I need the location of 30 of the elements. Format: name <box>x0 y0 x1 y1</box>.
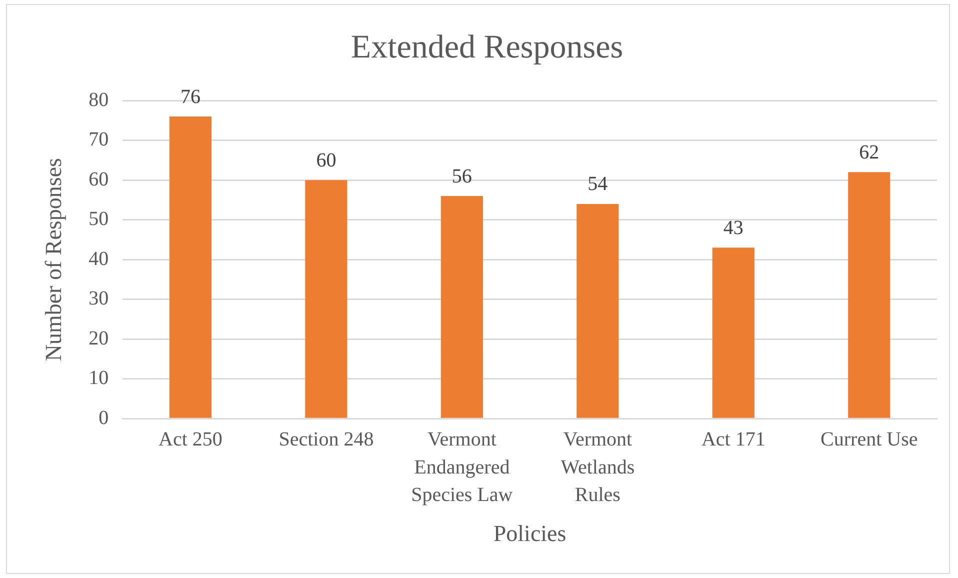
y-tick-label: 40 <box>88 248 109 270</box>
bar <box>440 196 483 418</box>
y-tick-label: 0 <box>98 406 109 429</box>
bar <box>169 116 212 418</box>
y-tick-label: 10 <box>88 367 109 390</box>
y-tick-label: 80 <box>88 88 109 111</box>
y-tick-label: 70 <box>88 128 109 151</box>
data-label: 62 <box>859 141 880 164</box>
y-axis-title: Number of Responses <box>40 158 66 362</box>
y-tick-label: 20 <box>88 327 109 350</box>
data-label: 56 <box>452 165 472 188</box>
bar <box>576 204 619 418</box>
data-label: 76 <box>180 86 200 108</box>
y-tick-label: 30 <box>88 288 109 310</box>
data-label: 43 <box>723 216 744 239</box>
data-label: 60 <box>316 149 336 172</box>
y-tick-label: 60 <box>88 168 109 190</box>
x-tick-label: Section 248 <box>278 428 374 451</box>
bar <box>848 172 890 418</box>
x-axis-title: Policies <box>493 521 566 546</box>
y-tick-label: 50 <box>88 208 109 230</box>
bar <box>305 180 348 418</box>
x-tick-label: Act 250 <box>158 428 222 451</box>
x-tick-label: Act 171 <box>701 428 766 451</box>
x-tick-label: Vermont Endangered Species Law <box>411 428 514 506</box>
x-tick-label: Current Use <box>820 428 918 451</box>
x-tick-label: Vermont Wetlands Rules <box>560 428 635 506</box>
chart-title: Extended Responses <box>350 29 624 66</box>
data-label: 54 <box>588 173 608 196</box>
bar <box>712 248 754 418</box>
